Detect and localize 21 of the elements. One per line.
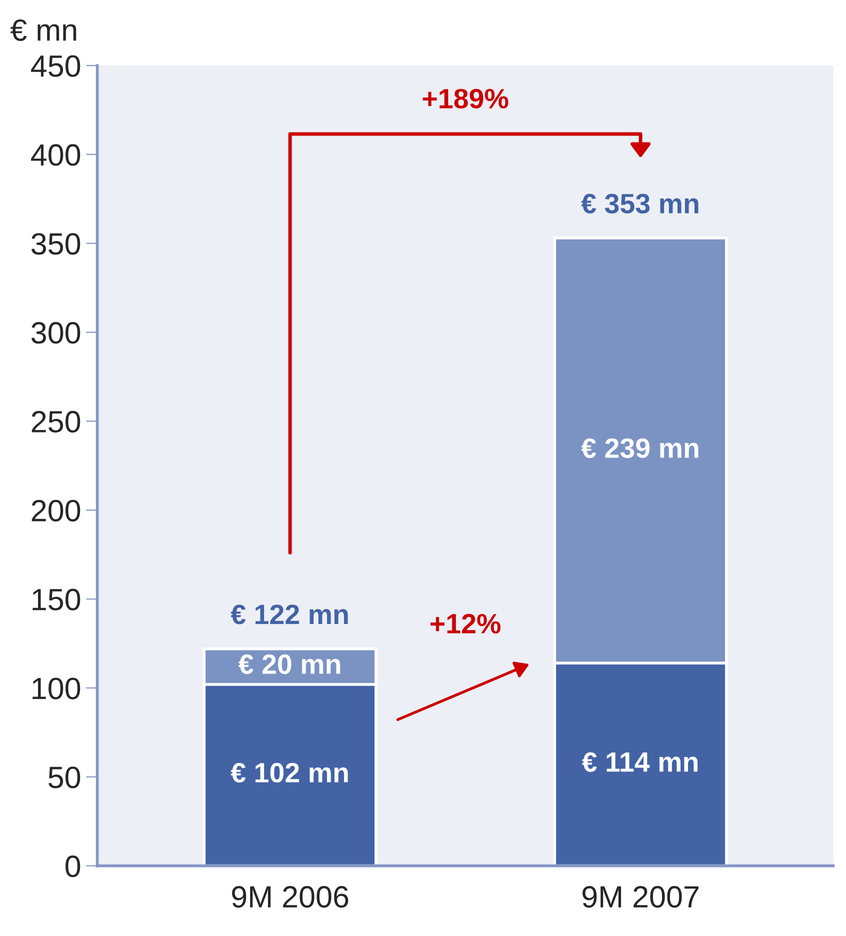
y-tick-label: 400: [31, 144, 80, 166]
data-label: € 239 mn: [581, 438, 698, 458]
y-tick-label: 50: [48, 766, 80, 788]
data-label: € 114 mn: [582, 752, 698, 772]
data-label: € 20 mn: [238, 654, 340, 674]
y-tick-label: 200: [32, 500, 80, 522]
annotation: +189%: [422, 88, 508, 108]
x-tick-label: 9M 2007: [582, 886, 698, 908]
y-tick-label: 0: [66, 856, 80, 878]
y-axis-title: € mn: [10, 19, 76, 41]
total-label: € 122 mn: [230, 604, 348, 624]
total-label: € 353 mn: [581, 194, 698, 214]
y-tick-label: 350: [32, 233, 80, 255]
y-tick-label: 450: [31, 55, 80, 77]
data-label: € 102 mn: [230, 762, 348, 783]
y-tick-label: 250: [32, 410, 80, 433]
x-tick-label: 9M 2006: [232, 886, 348, 908]
y-tick-label: 150: [32, 588, 80, 610]
annotation: +12%: [430, 614, 500, 634]
y-tick-label: 300: [32, 322, 80, 344]
y-tick-label: 100: [32, 678, 80, 700]
